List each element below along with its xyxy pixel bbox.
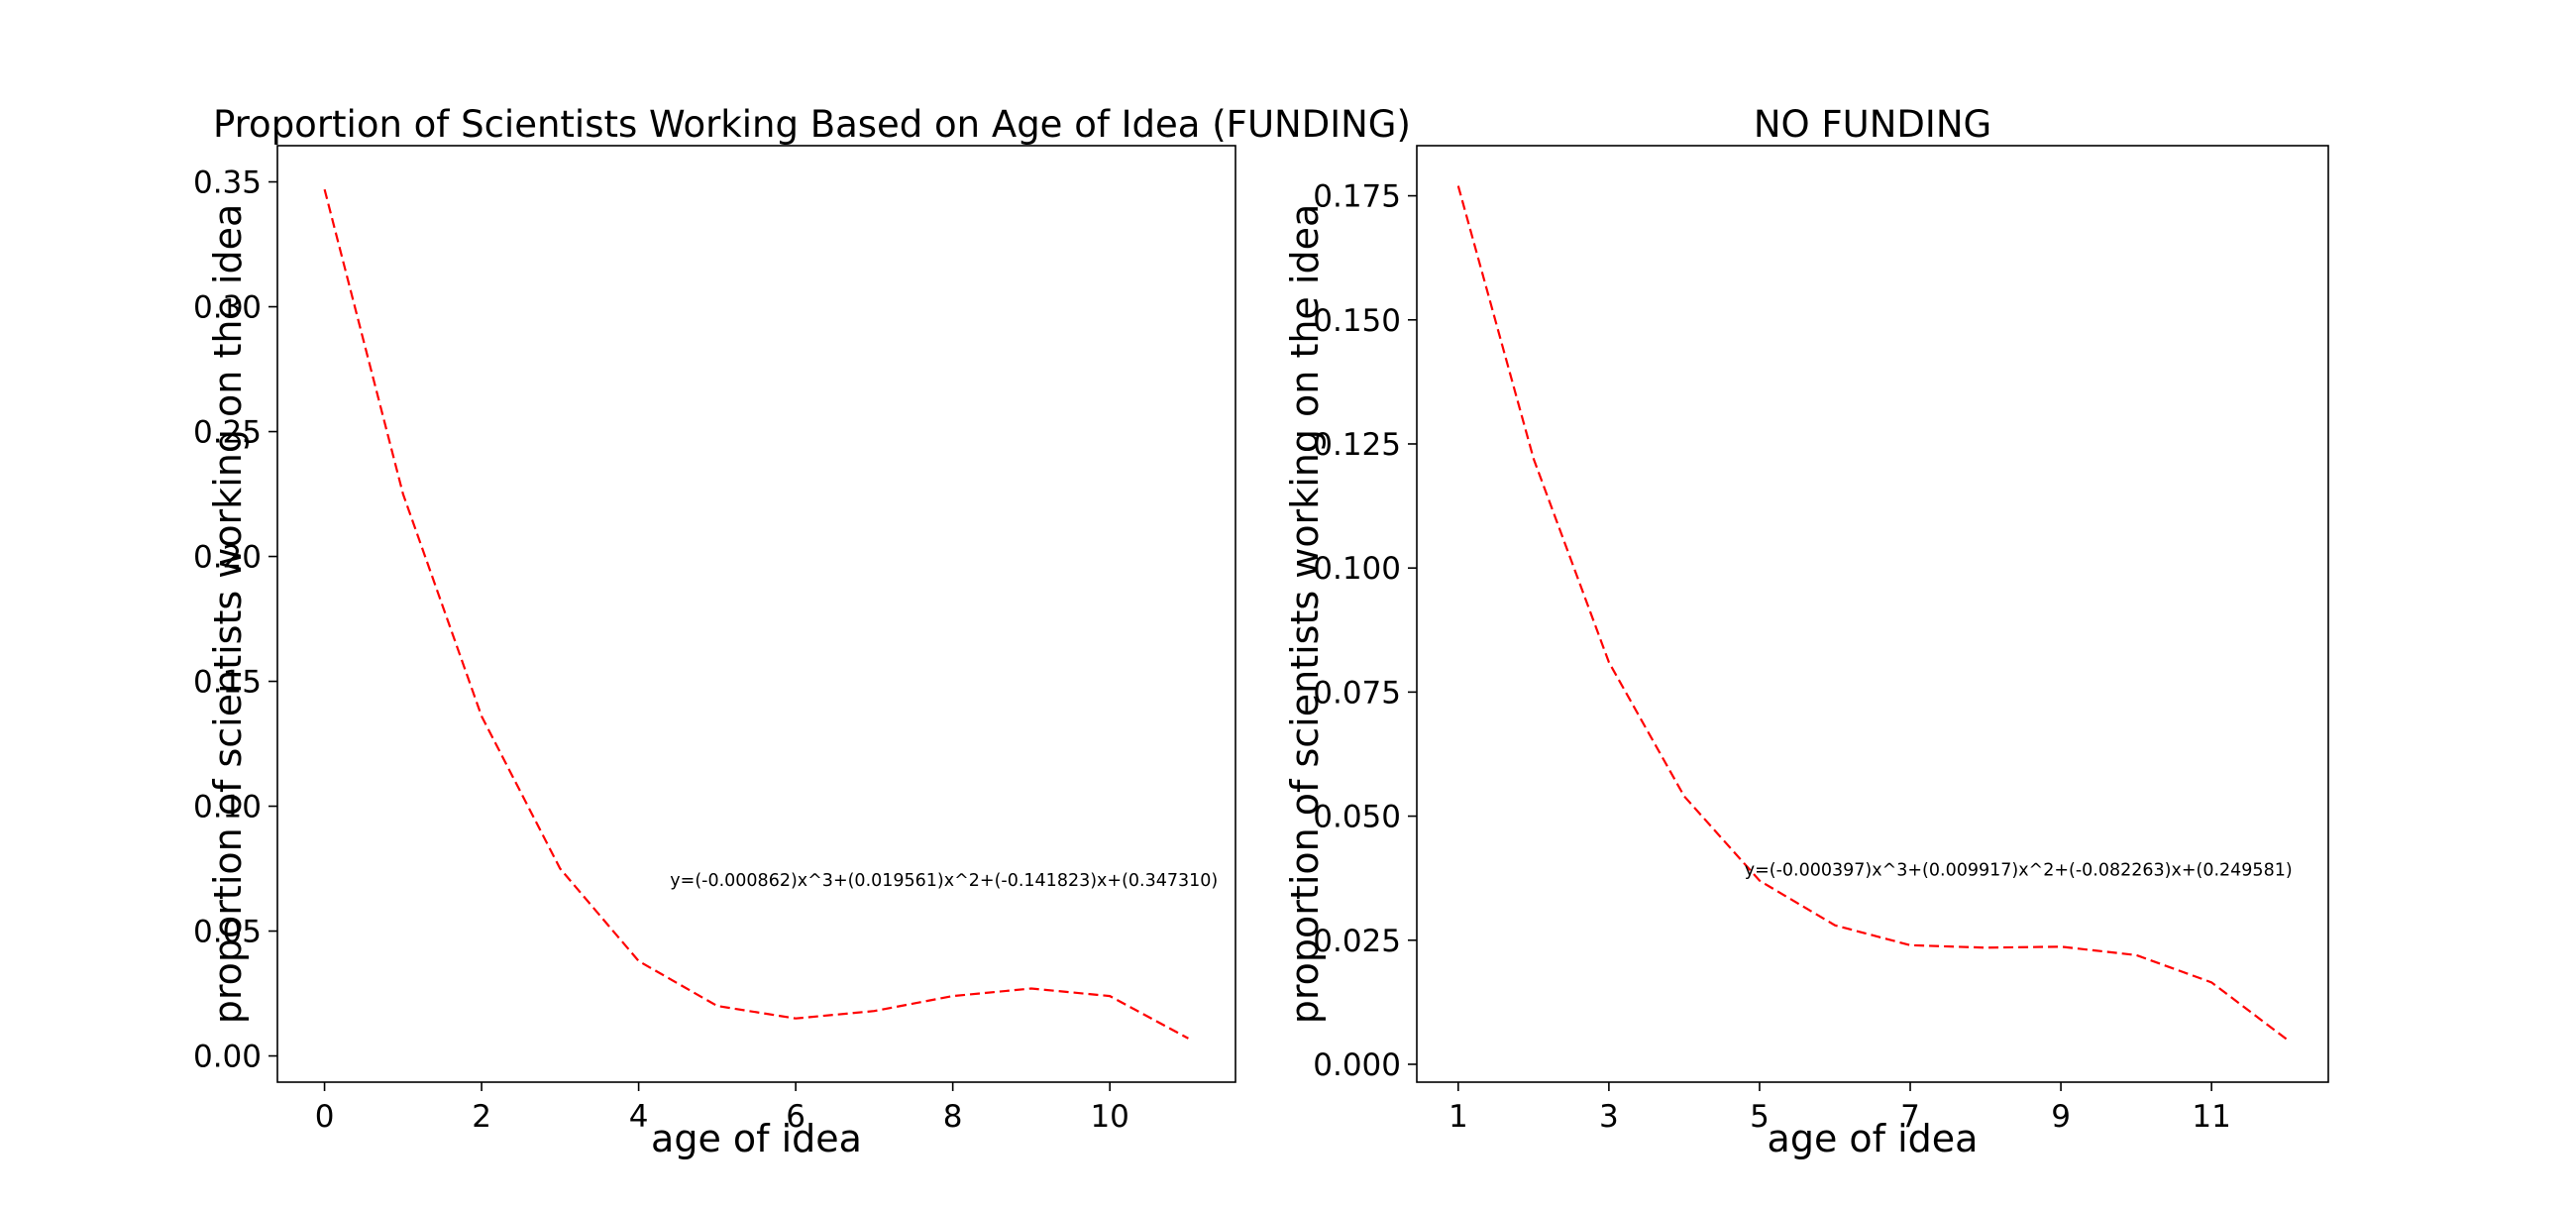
y-tick-label: 0.25 bbox=[193, 415, 262, 451]
y-tick-label: 0.175 bbox=[1313, 179, 1401, 215]
y-tick-label: 0.15 bbox=[193, 665, 262, 701]
subplot-2: 1 3 5 7 9 11 0.000 0.025 0.050 0.075 0.100 0.125 0.1… bbox=[1283, 103, 2329, 1160]
y-tick-label: 0.050 bbox=[1313, 800, 1401, 835]
x-tick-label: 9 bbox=[2051, 1099, 2071, 1135]
y-tick-label: 0.150 bbox=[1313, 303, 1401, 339]
x-tick-label: 7 bbox=[1900, 1099, 1920, 1135]
x-tick-label: 5 bbox=[1750, 1099, 1770, 1135]
series-line bbox=[323, 188, 1189, 1040]
plot-frame bbox=[1416, 145, 2329, 1083]
x-tick-label: 4 bbox=[629, 1099, 649, 1135]
x-tick-label: 10 bbox=[1090, 1099, 1128, 1135]
y-tick-label: 0.000 bbox=[1313, 1047, 1401, 1083]
y-axis-label: proportion of scientists working on the … bbox=[206, 204, 250, 1024]
y-tick-label: 0.075 bbox=[1313, 675, 1401, 711]
plot-frame bbox=[276, 145, 1236, 1083]
y-tick-label: 0.10 bbox=[193, 790, 262, 825]
x-tick-label: 6 bbox=[786, 1099, 805, 1135]
x-tick-label: 1 bbox=[1449, 1099, 1468, 1135]
x-tick-label: 0 bbox=[315, 1099, 335, 1135]
y-tick-label: 0.05 bbox=[193, 915, 262, 950]
y-tick-label: 0.35 bbox=[193, 165, 262, 201]
y-axis-label: proportion of scientists working on the … bbox=[1283, 204, 1327, 1024]
x-tick-label: 8 bbox=[943, 1099, 963, 1135]
fit-equation-annotation: y=(-0.000397)x^3+(0.009917)x^2+(-0.08226… bbox=[1745, 861, 2293, 881]
y-tick-label: 0.125 bbox=[1313, 427, 1401, 463]
y-tick-label: 0.00 bbox=[193, 1040, 262, 1075]
series-line bbox=[1456, 185, 2288, 1041]
x-tick-label: 2 bbox=[472, 1099, 491, 1135]
y-tick-label: 0.025 bbox=[1313, 924, 1401, 959]
x-axis-label: age of idea bbox=[651, 1117, 862, 1160]
subplot-1: 0 2 4 6 8 10 0.00 0.05 0.10 0.15 0.20 0.25 0.30 0.35 P… bbox=[193, 103, 1411, 1160]
y-tick-label: 0.30 bbox=[193, 290, 262, 326]
x-axis-label: age of idea bbox=[1768, 1117, 1979, 1160]
x-tick-label: 11 bbox=[2192, 1099, 2230, 1135]
x-tick-label: 3 bbox=[1599, 1099, 1619, 1135]
y-tick-label: 0.20 bbox=[193, 540, 262, 576]
fit-equation-annotation: y=(-0.000862)x^3+(0.019561)x^2+(-0.14182… bbox=[670, 871, 1218, 891]
chart-title: NO FUNDING bbox=[1754, 103, 1991, 146]
y-tick-label: 0.100 bbox=[1313, 551, 1401, 587]
chart-title: Proportion of Scientists Working Based o… bbox=[213, 103, 1411, 146]
